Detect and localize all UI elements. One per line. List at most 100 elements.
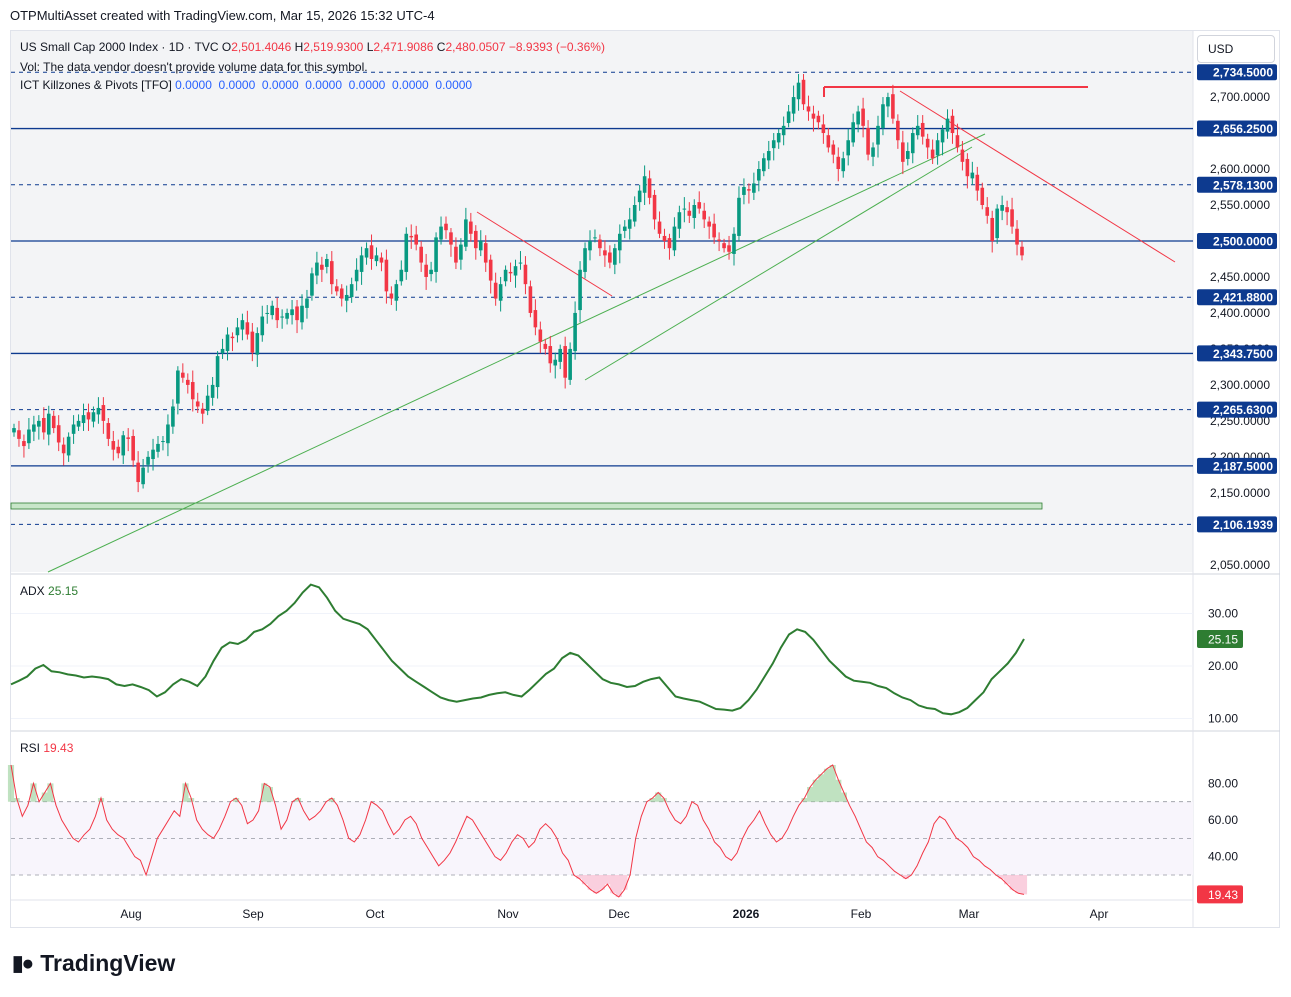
candle bbox=[439, 226, 443, 240]
candle bbox=[146, 456, 150, 465]
candle bbox=[652, 194, 657, 220]
tradingview-brand[interactable]: ▮● TradingView bbox=[12, 950, 175, 977]
symbol-name[interactable]: US Small Cap 2000 Index · 1D · TVC bbox=[20, 40, 219, 54]
candle bbox=[622, 226, 627, 231]
candle bbox=[702, 210, 707, 220]
candle bbox=[925, 138, 930, 148]
candle bbox=[657, 221, 662, 234]
candle bbox=[464, 219, 468, 247]
price-level-badge bbox=[1197, 176, 1277, 193]
candle bbox=[156, 443, 160, 452]
ict-indicator-name[interactable]: ICT Killzones & Pivots [TFO] bbox=[20, 78, 172, 92]
candle bbox=[334, 286, 339, 292]
candle bbox=[1000, 205, 1004, 211]
candle bbox=[111, 441, 116, 450]
candle bbox=[846, 140, 851, 156]
candle bbox=[632, 205, 637, 222]
candle bbox=[1015, 228, 1019, 245]
candle bbox=[588, 240, 592, 251]
candle bbox=[766, 151, 771, 161]
candle bbox=[613, 248, 617, 265]
candle bbox=[56, 425, 61, 443]
candle bbox=[960, 149, 965, 162]
candle bbox=[791, 97, 796, 114]
candle bbox=[503, 269, 508, 282]
candle bbox=[836, 156, 841, 170]
candle bbox=[533, 310, 538, 328]
candle bbox=[220, 348, 225, 354]
candle bbox=[469, 221, 473, 234]
price-level-badge-label: 2,578.1300 bbox=[1213, 178, 1273, 192]
candle bbox=[757, 169, 761, 181]
candle bbox=[488, 259, 493, 281]
candle bbox=[886, 97, 890, 107]
candle bbox=[265, 312, 270, 314]
price-level-badge-label: 2,265.6300 bbox=[1213, 403, 1273, 417]
candle bbox=[811, 113, 816, 119]
rsi-tick-label: 40.00 bbox=[1208, 850, 1238, 864]
candle bbox=[101, 405, 106, 421]
price-level-badge-label: 2,343.7500 bbox=[1213, 347, 1273, 361]
candle bbox=[290, 309, 294, 316]
candle bbox=[71, 424, 76, 434]
candle bbox=[841, 158, 846, 172]
downtrend-line bbox=[476, 211, 613, 297]
price-tick-label: 2,050.0000 bbox=[1210, 558, 1270, 572]
price-tick-label: 2,150.0000 bbox=[1210, 486, 1270, 500]
candle bbox=[399, 269, 404, 282]
candle bbox=[429, 269, 433, 275]
candle bbox=[384, 259, 389, 292]
candle bbox=[667, 238, 672, 249]
candle bbox=[250, 331, 255, 353]
candle bbox=[41, 418, 46, 433]
candle bbox=[473, 230, 478, 249]
uptrend-line bbox=[584, 146, 973, 381]
price-tick-label: 2,450.0000 bbox=[1210, 270, 1270, 284]
candle bbox=[692, 205, 697, 218]
candle bbox=[940, 129, 945, 143]
candle bbox=[771, 140, 776, 149]
candle bbox=[126, 437, 131, 439]
candle bbox=[270, 305, 275, 316]
candle bbox=[255, 333, 260, 355]
candle bbox=[106, 423, 111, 439]
adx-value-badge-label: 25.15 bbox=[1208, 632, 1238, 646]
candle bbox=[548, 346, 553, 364]
candle bbox=[285, 312, 289, 319]
adx-indicator-name[interactable]: ADX bbox=[20, 584, 45, 598]
candle bbox=[61, 444, 66, 454]
candle bbox=[136, 462, 140, 483]
candle bbox=[831, 144, 836, 155]
candle bbox=[513, 266, 518, 276]
candle bbox=[727, 245, 731, 252]
candle bbox=[305, 298, 309, 308]
candle bbox=[856, 111, 860, 125]
candle bbox=[17, 430, 21, 439]
ict-indicator-values: 0.0000 0.0000 0.0000 0.0000 0.0000 0.000… bbox=[175, 78, 473, 92]
candle bbox=[414, 234, 419, 245]
candle bbox=[732, 233, 736, 254]
price-level-badge-label: 2,734.5000 bbox=[1213, 66, 1273, 80]
rsi-indicator-name[interactable]: RSI bbox=[20, 741, 41, 755]
candle bbox=[364, 248, 369, 258]
candle bbox=[66, 436, 71, 456]
adx-pane-bg bbox=[11, 575, 1193, 730]
candle bbox=[806, 106, 811, 112]
candle bbox=[796, 82, 801, 100]
price-tick-label: 2,550.0000 bbox=[1210, 198, 1270, 212]
candle bbox=[12, 428, 16, 433]
time-tick-label: Dec bbox=[608, 907, 629, 921]
close-value: 2,480.0507 bbox=[445, 40, 506, 54]
time-tick-label: Aug bbox=[120, 907, 141, 921]
rsi-value-badge bbox=[1197, 885, 1243, 904]
time-tick-label: Oct bbox=[366, 907, 385, 921]
adx-tick-label: 30.00 bbox=[1208, 607, 1238, 621]
candle bbox=[76, 420, 81, 427]
candle bbox=[816, 115, 821, 123]
currency-button[interactable]: USD bbox=[1197, 35, 1275, 63]
candle bbox=[478, 240, 483, 251]
uptrend-line bbox=[47, 133, 986, 573]
candle bbox=[325, 258, 329, 267]
candle bbox=[761, 158, 766, 172]
